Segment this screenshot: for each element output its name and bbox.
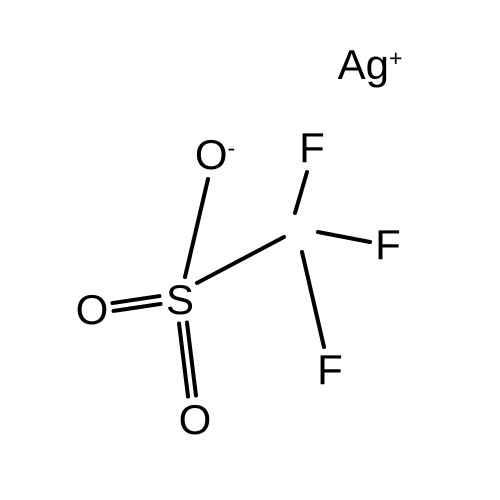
atom-charge: +	[389, 45, 403, 71]
atom-label: Ag	[338, 41, 389, 88]
atom-label: F	[375, 221, 401, 268]
atom-S: S	[166, 279, 194, 321]
chemical-structure: Ag+ S F F F O- O O	[0, 0, 500, 500]
atom-label: F	[299, 124, 325, 171]
atom-label: O	[76, 286, 109, 333]
atom-F-top: F	[299, 127, 325, 169]
atom-label: O	[179, 396, 212, 443]
atom-O-top-neg: O-	[195, 134, 235, 176]
atom-charge: -	[227, 135, 235, 161]
atom-O-left: O	[76, 289, 109, 331]
bond-layer	[0, 0, 500, 500]
atom-label: O	[195, 131, 228, 178]
atom-label: S	[166, 276, 194, 323]
atom-label: F	[317, 346, 343, 393]
atom-F-right: F	[375, 224, 401, 266]
atom-Ag-cation: Ag+	[338, 44, 403, 86]
atom-F-bottom: F	[317, 349, 343, 391]
atom-O-bottom: O	[179, 399, 212, 441]
